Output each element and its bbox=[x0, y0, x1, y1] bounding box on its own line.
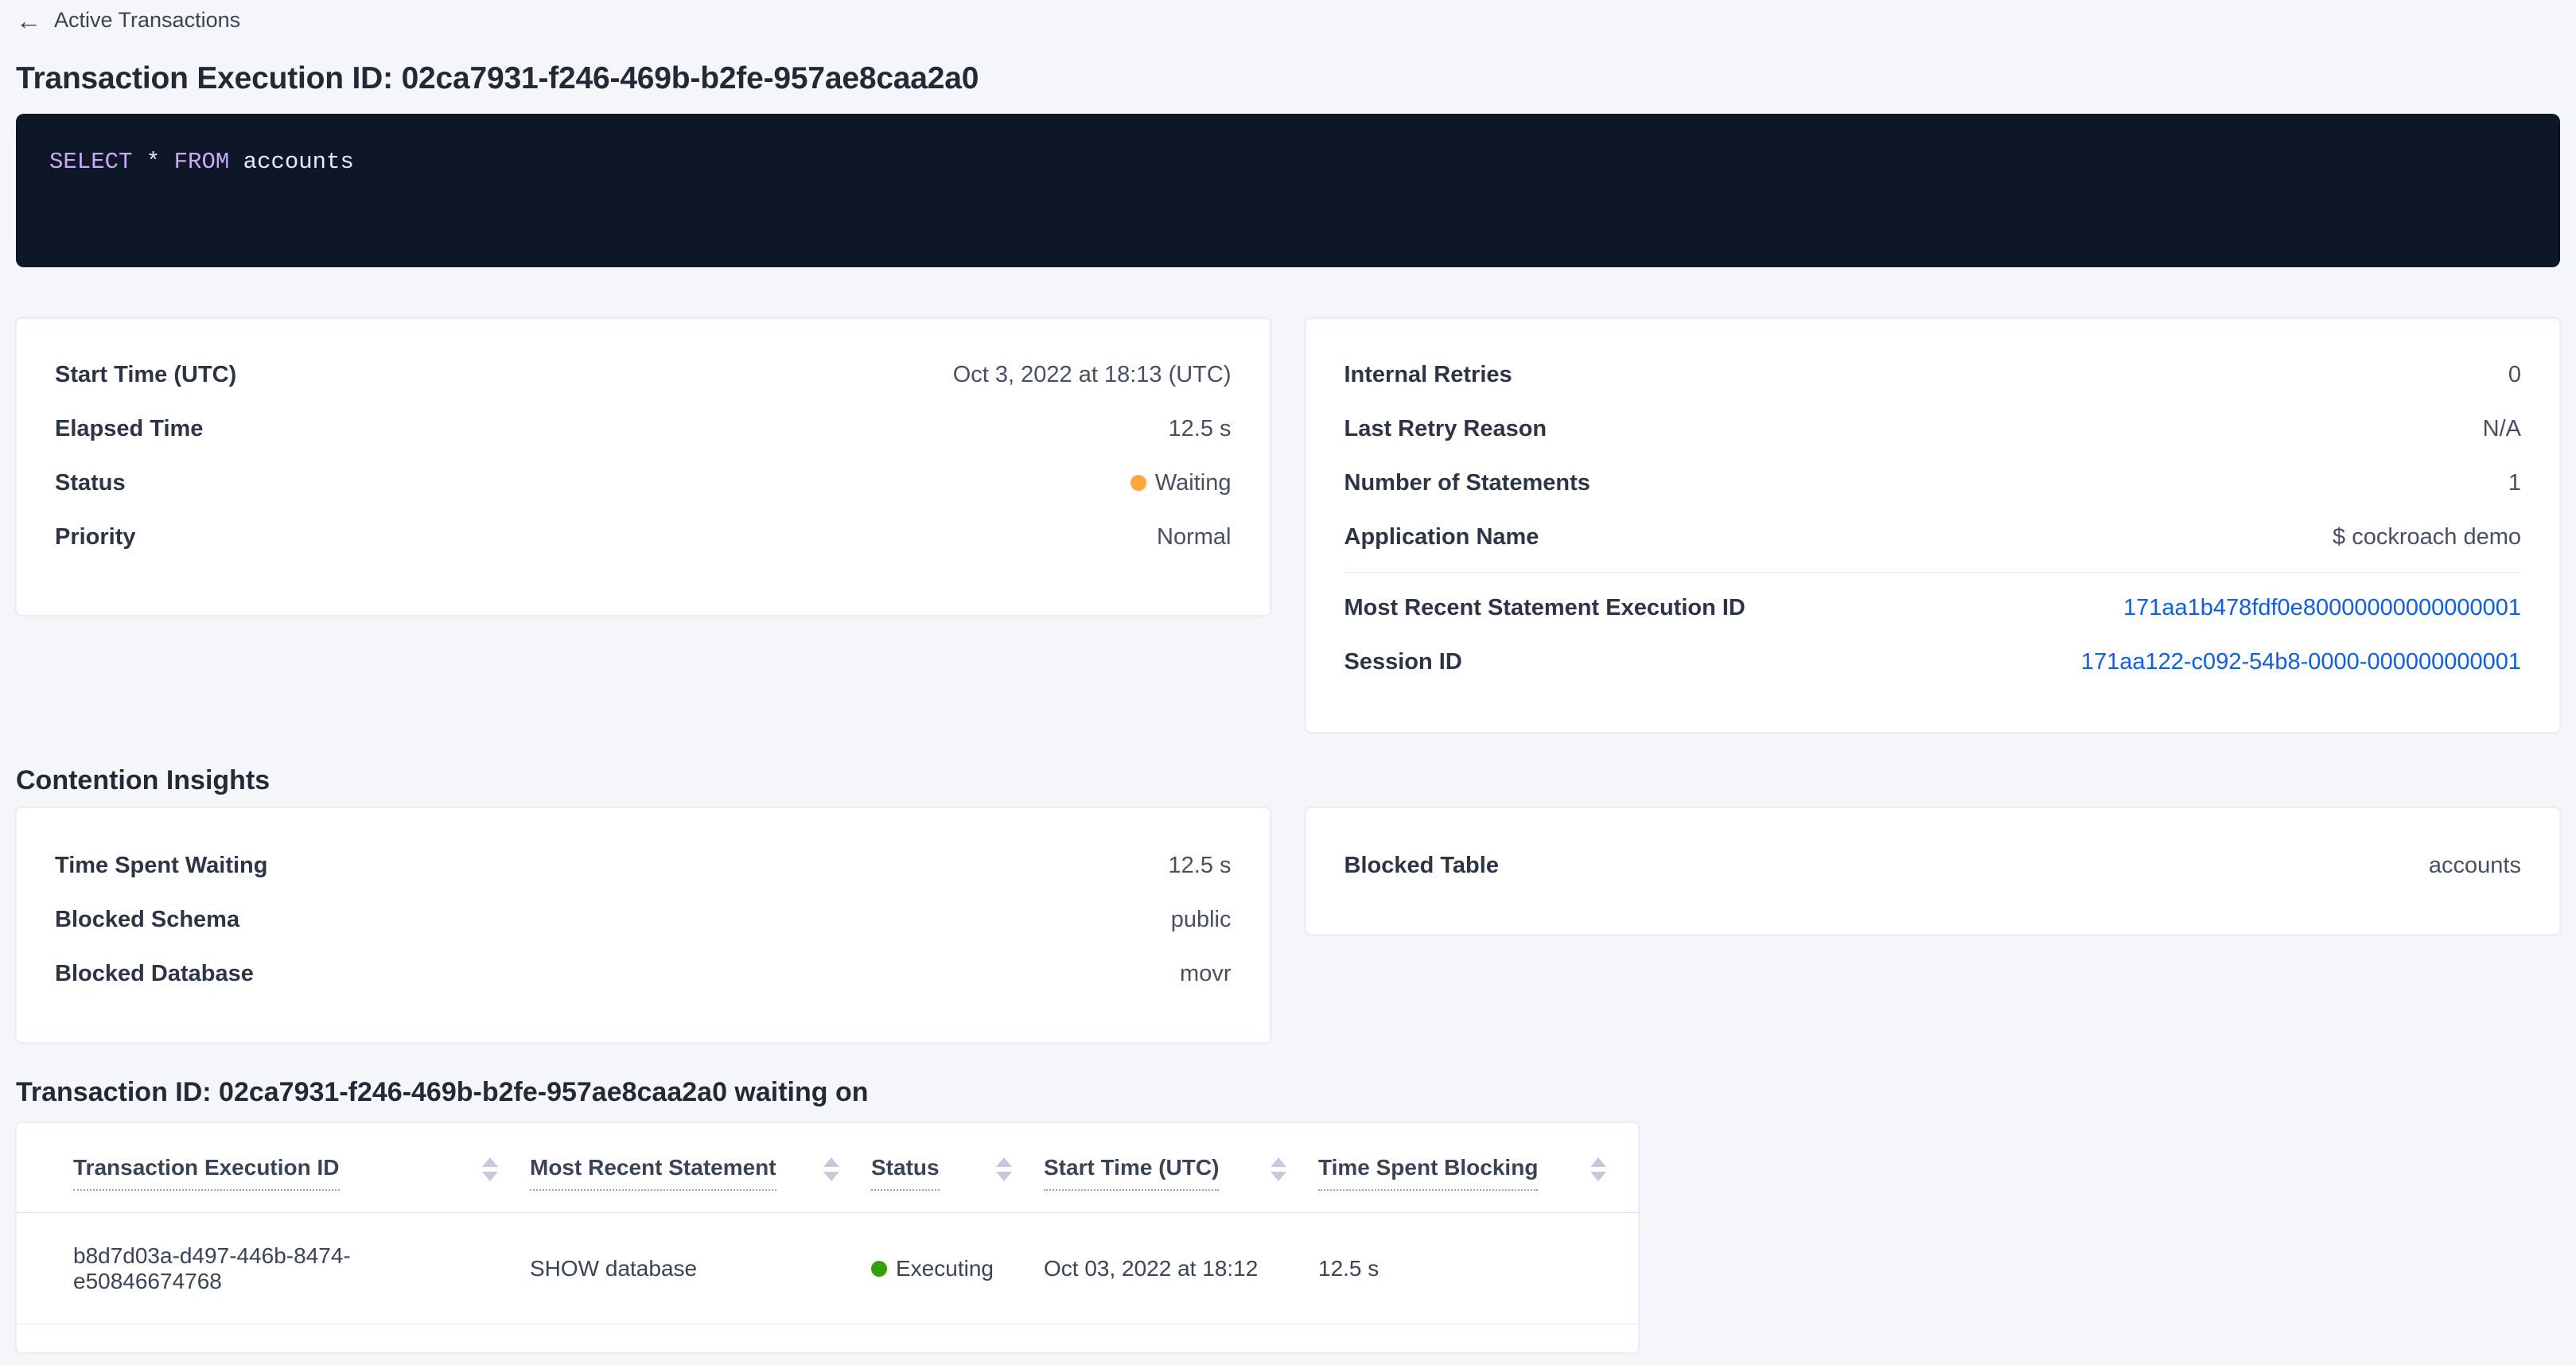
blocked-schema-value: public bbox=[1170, 906, 1232, 932]
row-label: Blocked Schema bbox=[55, 906, 240, 932]
status-value: Waiting bbox=[1130, 470, 1232, 496]
row-label: Blocked Database bbox=[55, 960, 254, 986]
back-link-label: Active Transactions bbox=[54, 8, 241, 32]
summary-row: Application Name $ cockroach demo bbox=[1344, 510, 2522, 564]
time-spent-waiting-value: 12.5 s bbox=[1168, 852, 1232, 878]
summary-row: Most Recent Statement Execution ID 171aa… bbox=[1344, 581, 2522, 635]
application-name-value: $ cockroach demo bbox=[2333, 523, 2521, 550]
contention-card-left: Time Spent Waiting 12.5 s Blocked Schema… bbox=[16, 807, 1270, 1043]
contention-card-right: Blocked Table accounts bbox=[1305, 807, 2560, 935]
row-label: Last Retry Reason bbox=[1344, 415, 1547, 441]
column-header-label: Transaction Execution ID bbox=[73, 1155, 340, 1191]
contention-cards-row: Time Spent Waiting 12.5 s Blocked Schema… bbox=[16, 807, 2560, 1043]
cell-most-recent-statement: SHOW database bbox=[530, 1255, 698, 1281]
column-header-label: Most Recent Statement bbox=[530, 1155, 776, 1191]
back-link[interactable]: ← Active Transactions bbox=[16, 0, 240, 33]
table-row: b8d7d03a-d497-446b-8474-e50846674768 SHO… bbox=[17, 1213, 1638, 1324]
sort-icon[interactable] bbox=[1590, 1157, 1606, 1181]
overview-card-right: Internal Retries 0 Last Retry Reason N/A… bbox=[1305, 318, 2560, 733]
priority-value: Normal bbox=[1157, 523, 1232, 550]
blocked-table-value: accounts bbox=[2428, 852, 2521, 878]
column-header-label: Time Spent Blocking bbox=[1318, 1155, 1539, 1191]
session-id-link[interactable]: 171aa122-c092-54b8-0000-000000000001 bbox=[2080, 648, 2521, 675]
statement-execution-id-link[interactable]: 171aa1b478fdf0e80000000000000001 bbox=[2123, 594, 2521, 620]
sql-text: * bbox=[132, 149, 174, 175]
row-label: Time Spent Waiting bbox=[55, 852, 268, 878]
row-label: Application Name bbox=[1344, 523, 1539, 550]
summary-row: Priority Normal bbox=[55, 510, 1232, 564]
column-header-start-time[interactable]: Start Time (UTC) bbox=[1044, 1123, 1318, 1191]
summary-row: Elapsed Time 12.5 s bbox=[55, 402, 1232, 456]
summary-row: Blocked Schema public bbox=[55, 892, 1232, 947]
row-label: Blocked Table bbox=[1344, 852, 1499, 878]
row-label: Most Recent Statement Execution ID bbox=[1344, 594, 1745, 620]
status-executing-dot-icon bbox=[871, 1260, 887, 1277]
row-label: Status bbox=[55, 469, 126, 496]
sort-icon[interactable] bbox=[482, 1157, 498, 1181]
page-title: Transaction Execution ID: 02ca7931-f246-… bbox=[16, 61, 979, 95]
contention-insights-heading: Contention Insights bbox=[16, 765, 270, 795]
card-divider bbox=[1344, 572, 2521, 573]
summary-row: Blocked Database movr bbox=[55, 947, 1232, 1001]
cell-time-spent-blocking: 12.5 s bbox=[1318, 1255, 1379, 1281]
blocked-database-value: movr bbox=[1180, 960, 1232, 986]
summary-row: Blocked Table accounts bbox=[1344, 838, 2522, 892]
summary-row: Time Spent Waiting 12.5 s bbox=[55, 838, 1232, 892]
row-label: Internal Retries bbox=[1344, 361, 1512, 387]
sort-icon[interactable] bbox=[823, 1157, 839, 1181]
row-label: Priority bbox=[55, 523, 136, 550]
column-header-most-recent-statement[interactable]: Most Recent Statement bbox=[530, 1123, 871, 1191]
internal-retries-value: 0 bbox=[2508, 361, 2521, 387]
sort-icon[interactable] bbox=[1270, 1157, 1286, 1181]
sql-text: accounts bbox=[229, 149, 354, 175]
column-header-status[interactable]: Status bbox=[871, 1123, 1044, 1191]
cell-transaction-execution-id: b8d7d03a-d497-446b-8474-e50846674768 bbox=[73, 1242, 351, 1293]
column-header-label: Start Time (UTC) bbox=[1044, 1155, 1220, 1191]
back-arrow-icon: ← bbox=[16, 6, 41, 35]
row-label: Elapsed Time bbox=[55, 415, 204, 441]
status-text: Executing bbox=[896, 1255, 994, 1281]
status-waiting-dot-icon bbox=[1130, 475, 1146, 491]
table-header-row: Transaction Execution ID Most Recent Sta… bbox=[17, 1123, 1638, 1213]
sql-keyword: SELECT bbox=[49, 149, 133, 175]
summary-row: Start Time (UTC) Oct 3, 2022 at 18:13 (U… bbox=[55, 348, 1232, 402]
summary-row: Session ID 171aa122-c092-54b8-0000-00000… bbox=[1344, 635, 2522, 689]
column-header-label: Status bbox=[871, 1155, 940, 1191]
sql-statement-box: SELECT * FROM accounts bbox=[16, 114, 2560, 267]
elapsed-time-value: 12.5 s bbox=[1168, 415, 1232, 441]
last-retry-reason-value: N/A bbox=[2482, 415, 2521, 441]
column-header-transaction-execution-id[interactable]: Transaction Execution ID bbox=[73, 1123, 530, 1191]
row-label: Start Time (UTC) bbox=[55, 361, 237, 387]
summary-row: Last Retry Reason N/A bbox=[1344, 402, 2522, 456]
cell-status: Executing bbox=[871, 1256, 1044, 1281]
overview-card-left: Start Time (UTC) Oct 3, 2022 at 18:13 (U… bbox=[16, 318, 1270, 616]
sql-keyword: FROM bbox=[173, 149, 230, 175]
overview-cards-row: Start Time (UTC) Oct 3, 2022 at 18:13 (U… bbox=[16, 318, 2560, 733]
waiting-on-table: Transaction Execution ID Most Recent Sta… bbox=[16, 1122, 1639, 1353]
sort-icon[interactable] bbox=[996, 1157, 1012, 1181]
summary-row: Number of Statements 1 bbox=[1344, 456, 2522, 510]
cell-start-time: Oct 03, 2022 at 18:12 bbox=[1044, 1255, 1259, 1281]
statement-count-value: 1 bbox=[2508, 469, 2521, 496]
status-text: Waiting bbox=[1154, 469, 1232, 496]
row-label: Number of Statements bbox=[1344, 469, 1590, 496]
column-header-time-spent-blocking[interactable]: Time Spent Blocking bbox=[1318, 1123, 1638, 1191]
start-time-value: Oct 3, 2022 at 18:13 (UTC) bbox=[952, 361, 1232, 387]
summary-row: Status Waiting bbox=[55, 456, 1232, 510]
summary-row: Internal Retries 0 bbox=[1344, 348, 2522, 402]
waiting-on-heading: Transaction ID: 02ca7931-f246-469b-b2fe-… bbox=[16, 1077, 869, 1107]
row-label: Session ID bbox=[1344, 648, 1462, 675]
